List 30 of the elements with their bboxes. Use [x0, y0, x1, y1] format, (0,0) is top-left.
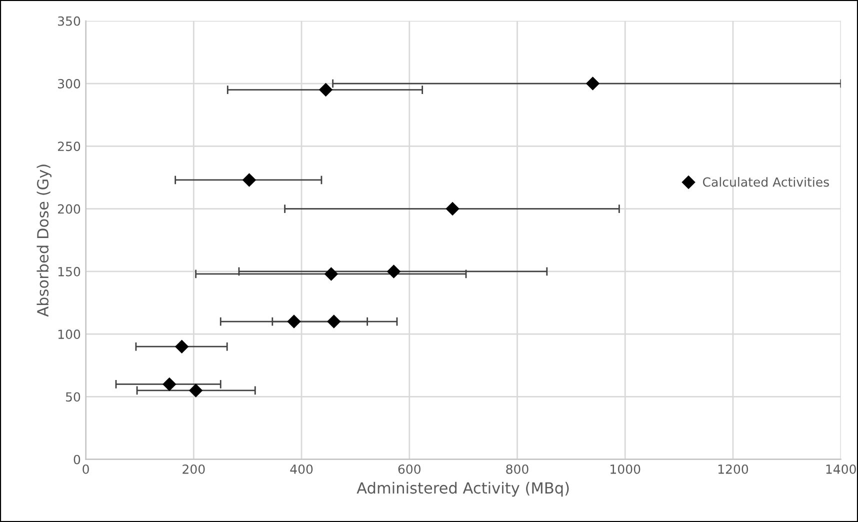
x-tick-label: 200	[182, 464, 205, 474]
x-tick-label: 1000	[610, 464, 640, 474]
x-tick-label: 600	[398, 464, 420, 474]
y-tick-label: 150	[58, 266, 80, 276]
point	[446, 202, 460, 216]
point	[586, 76, 600, 90]
point	[324, 267, 338, 281]
y-tick-label: 300	[58, 78, 80, 88]
x-axis-title: Administered Activity (MBq)	[356, 482, 569, 497]
point	[319, 83, 332, 96]
point	[242, 173, 256, 187]
y-tick-label: 50	[66, 392, 80, 402]
point	[175, 340, 188, 354]
point	[327, 314, 340, 328]
point	[162, 378, 176, 391]
y-tick-label: 200	[58, 204, 80, 214]
y-tick-label: 250	[58, 142, 80, 152]
y-tick-label: 100	[58, 330, 80, 340]
x-tick-label: 0	[82, 464, 89, 474]
y-tick-label: 350	[58, 16, 80, 26]
legend-label: Calculated Activities	[702, 177, 829, 187]
y-axis-title: Absorbed Dose (Gy)	[36, 164, 52, 317]
x-tick-label: 1200	[718, 464, 748, 474]
point	[189, 384, 202, 398]
y-tick-label: 0	[74, 454, 80, 464]
point	[287, 314, 301, 328]
x-tick-label: 800	[506, 464, 528, 474]
x-tick-label: 400	[290, 464, 313, 474]
point	[387, 264, 400, 278]
x-tick-label: 1400	[826, 464, 856, 474]
